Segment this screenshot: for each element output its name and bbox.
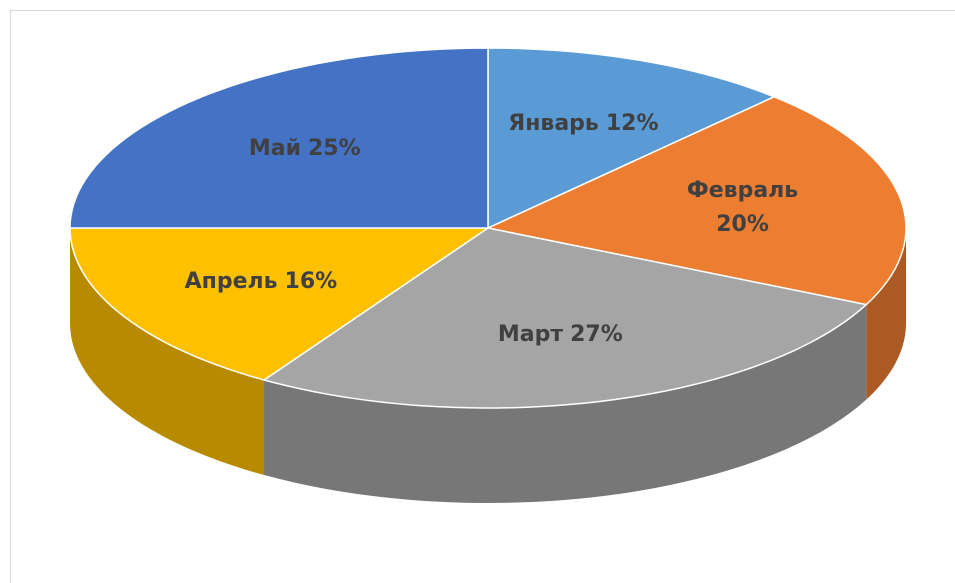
category-name: Январь xyxy=(508,111,599,136)
pie-side xyxy=(70,228,265,475)
pie-slice xyxy=(69,47,489,229)
data-label: Февраль 20% xyxy=(687,178,798,237)
data-label: Январь 12% xyxy=(508,111,658,136)
category-name: Февраль xyxy=(687,178,798,203)
category-name: Март xyxy=(498,322,563,347)
value-label: 25% xyxy=(308,136,361,161)
data-label: Апрель 16% xyxy=(185,269,338,294)
pie-slice xyxy=(69,227,491,381)
value-label: 16% xyxy=(285,269,338,294)
value-label: 12% xyxy=(606,111,659,136)
pie-slice xyxy=(485,95,907,306)
value-label: 27% xyxy=(570,322,623,347)
value-label: 20% xyxy=(716,212,769,237)
pie-side xyxy=(264,304,867,503)
pie-side xyxy=(866,228,906,400)
category-name: Май xyxy=(249,136,301,161)
data-label: Май 25% xyxy=(249,136,361,161)
category-name: Апрель xyxy=(185,269,278,294)
data-label: Март 27% xyxy=(498,322,623,347)
pie-slice xyxy=(487,47,777,230)
pie-slice xyxy=(262,227,868,409)
